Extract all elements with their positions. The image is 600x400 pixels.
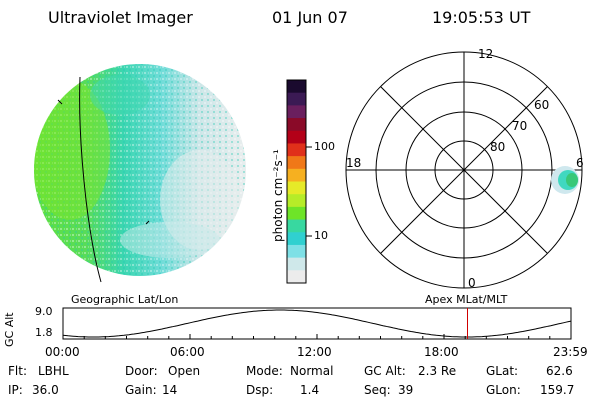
info-ip-key: IP: (8, 383, 23, 397)
colorbar-swatch (287, 92, 306, 106)
info-glon-value: 159.7 (540, 383, 575, 397)
info-door-value: Open (168, 364, 201, 378)
colorbar-swatch (287, 168, 306, 182)
info-flt-value: LBHL (38, 364, 69, 378)
colorbar-swatch (287, 80, 306, 94)
polar-label-18: 18 (346, 156, 362, 170)
xtick-2359: 23:59 (553, 345, 588, 359)
info-mode-key: Mode: (246, 364, 283, 378)
info-ip-value: 36.0 (32, 383, 59, 397)
colorbar-swatch (287, 270, 306, 284)
info-seq-key: Seq: (364, 383, 391, 397)
xtick-1200: 12:00 (297, 345, 332, 359)
polar-ring-60: 60 (534, 98, 550, 112)
info-dsp-key: Dsp: (246, 383, 274, 397)
colorbar-swatch (287, 232, 306, 246)
earth-image (34, 64, 246, 283)
colorbar-swatch (287, 118, 306, 132)
colorbar (286, 79, 307, 284)
terminator-line (79, 76, 102, 283)
timeline-ytick-bottom: 1.8 (35, 326, 53, 339)
colorbar-swatch (287, 181, 306, 195)
info-glat-value: 62.6 (546, 364, 573, 378)
colorbar-swatch (287, 206, 306, 221)
polar-label-6: 6 (576, 156, 584, 170)
date-label: 01 Jun 07 (272, 8, 348, 27)
info-gain-value: 14 (162, 383, 178, 397)
colorbar-swatch (287, 143, 306, 157)
info-mode-value: Normal (290, 364, 334, 378)
time-label: 19:05:53 UT (432, 8, 531, 27)
colorbar-tick-100: 100 (314, 140, 335, 153)
colorbar-swatch (287, 156, 306, 170)
altitude-panel (62, 307, 572, 340)
info-gcalt-value: 2.3 Re (418, 364, 457, 378)
colorbar-unit-label: photon cm⁻²s⁻¹ (271, 149, 285, 242)
polar-aurora-spot (551, 166, 579, 194)
info-gain-key: Gain: (125, 383, 157, 397)
info-flt-key: Flt: (8, 364, 27, 378)
info-seq-value: 39 (398, 383, 414, 397)
polar-label-12: 12 (478, 47, 494, 61)
xtick-0600: 06:00 (170, 345, 205, 359)
colorbar-swatch (287, 219, 306, 233)
colorbar-swatch (287, 257, 306, 271)
polar-ring-80: 80 (490, 140, 506, 154)
colorbar-swatch (287, 105, 306, 119)
info-dsp-value: 1.4 (300, 383, 320, 397)
info-door-key: Door: (125, 364, 158, 378)
polar-plot (345, 51, 583, 289)
polar-label-0: 0 (468, 276, 476, 290)
colorbar-swatch (287, 194, 306, 208)
timeline-ytick-top: 9.0 (35, 305, 53, 318)
polar-ring-70: 70 (512, 119, 528, 133)
colorbar-tick-10: 10 (314, 229, 328, 242)
instrument-title: Ultraviolet Imager (48, 8, 193, 27)
xtick-0000: 00:00 (45, 345, 80, 359)
xtick-1800: 18:00 (424, 345, 459, 359)
timeline-right-title: Apex MLat/MLT (425, 293, 508, 306)
info-gcalt-key: GC Alt: (364, 364, 406, 378)
timeline-left-title: Geographic Lat/Lon (71, 293, 179, 306)
colorbar-swatch (287, 244, 306, 259)
colorbar-swatch (287, 130, 306, 144)
info-glat-key: GLat: (486, 364, 519, 378)
info-glon-key: GLon: (486, 383, 521, 397)
timeline-ylabel: GC Alt (3, 312, 16, 347)
